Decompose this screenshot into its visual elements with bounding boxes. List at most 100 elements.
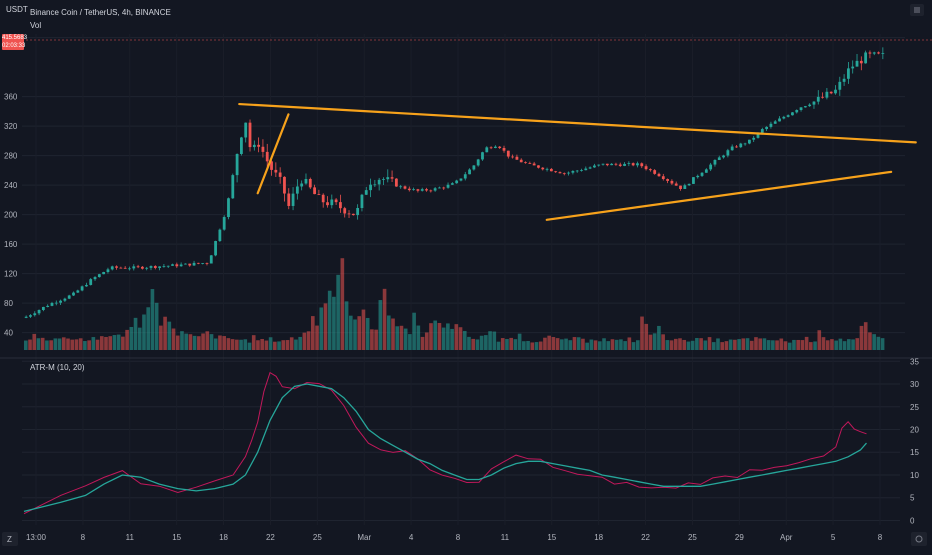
volume-bar (150, 289, 155, 350)
candle-body (786, 115, 790, 117)
volume-bar (167, 321, 172, 350)
candle-body (287, 193, 291, 206)
timezone-button[interactable] (2, 532, 18, 546)
volume-bar (695, 337, 699, 350)
volume-bar (239, 339, 243, 350)
volume-bar (635, 340, 640, 350)
candle-body (433, 188, 437, 191)
candle-body (868, 52, 872, 54)
volume-bar (564, 338, 568, 350)
candle-body (356, 208, 360, 216)
chart-settings-button[interactable] (911, 532, 927, 546)
candle-body (610, 163, 614, 166)
candle-body (106, 269, 110, 273)
time-tick-label: 22 (641, 533, 650, 542)
candle-body (218, 229, 222, 242)
trendlines (238, 102, 917, 221)
volume-bar (568, 340, 573, 350)
price-y-axis: 4403603202802402001601208040 (4, 34, 18, 338)
volume-bar (357, 316, 362, 350)
volume-bar (209, 334, 214, 350)
candle-body (752, 137, 756, 140)
volume-bar (116, 334, 121, 350)
candle-body (192, 262, 196, 266)
time-tick-label: Apr (780, 533, 793, 542)
candle-body (115, 266, 118, 268)
atr-y-axis: 35 30 25 20 15 10 5 0 (910, 357, 919, 525)
candle-body (283, 176, 286, 194)
trendline[interactable] (238, 102, 917, 144)
volume-bar (758, 338, 763, 350)
volume-bar (543, 337, 547, 350)
candle-body (403, 186, 407, 189)
candle-body (390, 177, 394, 179)
volume-bar (125, 329, 129, 350)
volume-bar (226, 338, 231, 350)
candle-body (877, 52, 880, 54)
volume-bar (800, 340, 805, 350)
candle-body (330, 199, 334, 206)
volume-bar (517, 333, 522, 350)
time-tick-label: 8 (878, 533, 883, 542)
candle-body (317, 194, 321, 195)
volume-bar (243, 339, 248, 350)
volume-bar (728, 339, 733, 350)
volume-bar (399, 325, 404, 350)
candle-body (67, 295, 71, 299)
volume-bar (53, 338, 58, 350)
candle-body (511, 156, 515, 158)
volume-bar (441, 327, 446, 350)
volume-bar (868, 332, 872, 350)
price-tick-label: 160 (4, 240, 18, 249)
symbol-title[interactable]: Binance Coin / TetherUS, 4h, BINANCE (30, 8, 171, 17)
candle-body (803, 106, 807, 108)
gear-icon (915, 535, 923, 543)
candle-body (519, 159, 523, 163)
volume-bar (188, 334, 193, 350)
time-tick-label: 22 (266, 533, 275, 542)
volume-bar (336, 274, 340, 350)
volume-bar (631, 342, 636, 350)
volume-bar (500, 338, 505, 350)
volume-bar (830, 339, 834, 350)
volume-bar (652, 333, 657, 350)
volume-bar (766, 340, 771, 350)
volume-bar (142, 314, 146, 350)
candle-body (584, 168, 588, 171)
candle-body (97, 274, 101, 278)
volume-bar (251, 335, 256, 350)
volume-bar (403, 328, 408, 350)
volume-bar (834, 340, 838, 350)
candle-body (657, 173, 661, 177)
volume-bar (593, 340, 598, 350)
volume-bar (682, 339, 687, 350)
volume-bar (112, 335, 117, 350)
candle-body (136, 266, 140, 268)
volume-bar (699, 338, 703, 350)
volume-bar (821, 337, 826, 350)
trendline[interactable] (256, 113, 290, 195)
candle-body (343, 208, 347, 214)
candle-body (506, 150, 510, 157)
candle-body (502, 148, 506, 151)
volume-bar (749, 340, 754, 350)
atr-legend-label[interactable]: ATR-M (10, 20) (30, 363, 85, 372)
candle-body (416, 189, 420, 191)
trendline[interactable] (545, 170, 893, 221)
time-tick-label: 11 (126, 533, 135, 542)
candle-body (640, 163, 644, 167)
candle-body (119, 267, 123, 269)
candle-body (549, 168, 553, 172)
volume-bar (180, 331, 184, 350)
candle-body (196, 262, 200, 264)
candle-body (270, 161, 273, 170)
volume-bar (534, 342, 539, 350)
volume-bar (572, 337, 577, 350)
volume-legend-label[interactable]: Vol (30, 21, 41, 30)
candle-body (713, 159, 717, 165)
candle-body (295, 186, 299, 194)
volume-bar (57, 338, 62, 350)
candle-body (468, 169, 471, 175)
